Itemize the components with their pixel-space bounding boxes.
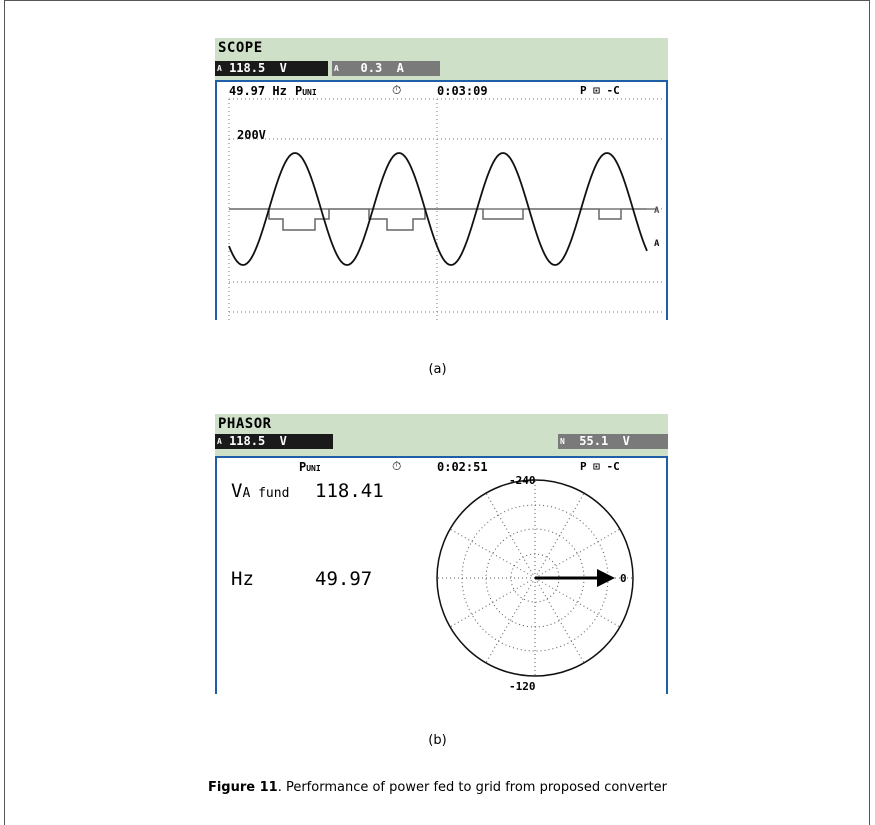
page-frame-left: [4, 0, 5, 825]
phasor-grid-spoke: [534, 577, 585, 664]
figure-label: Figure 11: [207, 780, 278, 795]
phasor-grid-spoke: [485, 577, 536, 664]
scope-titlebar: SCOPE A 118.5 V A 0.3 A: [215, 38, 668, 80]
phasor-grid-spoke: [449, 577, 536, 628]
vfund-label: VA fund: [231, 480, 290, 502]
page-frame-top: [4, 0, 870, 1]
timer-icon: ⏱: [392, 83, 402, 97]
current-trace-label: A: [654, 206, 660, 216]
phasor-grid-spoke: [534, 492, 585, 579]
vfund-value: 118.41: [315, 480, 384, 502]
angle-label-bottom: -120: [509, 680, 536, 693]
figure-caption: Figure 11. Performance of power fed to g…: [0, 780, 875, 795]
voltage-trace-label: A: [654, 239, 660, 249]
angle-label-top: -240: [509, 474, 536, 487]
phasor-timer-icon: ⏱: [392, 459, 402, 473]
phasor-grid-spoke: [534, 528, 621, 579]
phasor-diagram: -240 -120 0: [436, 474, 634, 693]
current-trace: [229, 208, 647, 231]
current-readout: A 0.3 A: [332, 61, 440, 76]
phasor-grid-spoke: [449, 528, 536, 579]
phasor-elapsed-time: 0:02:51: [437, 460, 488, 474]
phasor-title: PHASOR: [218, 416, 272, 432]
scope-waveform-plot: A A: [228, 98, 663, 322]
figure-caption-text: . Performance of power fed to grid from …: [277, 780, 668, 795]
caption-b: (b): [428, 733, 447, 748]
scope-screen: 49.97 Hz PUNI ⏱ 0:03:09 P ⊡ -C 200V A A: [215, 80, 668, 322]
scope-title: SCOPE: [218, 40, 263, 56]
phasor-arrowhead: [597, 569, 615, 587]
phasor-outer-circle: [436, 479, 634, 677]
phasor-voltage-readout: A 118.5 V: [215, 434, 333, 449]
hz-value: 49.97: [315, 568, 373, 590]
elapsed-time: 0:03:09: [437, 84, 488, 98]
neutral-readout: N 55.1 V: [558, 434, 668, 449]
caption-a: (a): [428, 362, 447, 377]
frequency-readout: 49.97 Hz: [229, 84, 287, 98]
scope-panel: SCOPE A 118.5 V A 0.3 A 49.97 Hz PUNI ⏱ …: [215, 38, 668, 322]
scale-label: 200V: [237, 128, 266, 142]
page-frame-right: [869, 0, 870, 825]
mode-label: PUNI: [295, 84, 317, 98]
status-icons: P ⊡ -C: [580, 84, 620, 97]
hz-label: Hz: [231, 568, 254, 590]
voltage-readout: A 118.5 V: [215, 61, 328, 76]
voltage-trace: [228, 152, 648, 266]
phasor-grid-spoke: [534, 577, 621, 628]
phasor-screen: PUNI ⏱ 0:02:51 P ⊡ -C VA fund 118.41 Hz …: [215, 456, 668, 694]
phasor-mode-label: PUNI: [299, 460, 321, 474]
angle-label-right: 0: [620, 572, 627, 585]
phasor-titlebar: PHASOR A 118.5 V N 55.1 V: [215, 414, 668, 456]
phasor-grid-spoke: [485, 492, 536, 579]
phasor-status-icons: P ⊡ -C: [580, 460, 620, 473]
phasor-panel: PHASOR A 118.5 V N 55.1 V PUNI ⏱ 0:02:51…: [215, 414, 668, 694]
